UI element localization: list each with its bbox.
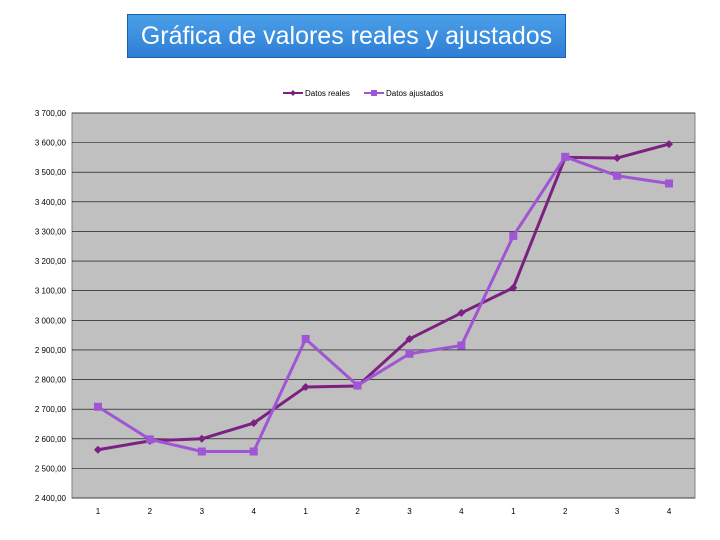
y-tick-label: 2 700,00	[35, 405, 67, 414]
chart-title-box: Gráfica de valores reales y ajustados	[127, 14, 566, 58]
legend-item: Datos ajustados	[364, 89, 443, 98]
x-tick-label: 2	[355, 507, 360, 516]
data-point	[613, 154, 622, 163]
y-tick-label: 2 600,00	[35, 435, 67, 444]
data-point	[197, 447, 206, 456]
data-point	[457, 308, 466, 317]
y-tick-label: 3 000,00	[35, 316, 67, 325]
data-point	[509, 283, 518, 292]
x-tick-label: 1	[96, 507, 101, 516]
legend: Datos reales Datos ajustados	[283, 89, 443, 98]
x-tick-label: 2	[148, 507, 153, 516]
x-axis-ticks: 1 2 3 4 1 2 3 4 1 2 3 4	[96, 507, 672, 516]
legend-label: Datos reales	[305, 89, 350, 98]
y-tick-label: 3 200,00	[35, 257, 67, 266]
x-tick-label: 4	[251, 507, 256, 516]
data-point	[249, 419, 258, 428]
x-tick-label: 3	[615, 507, 620, 516]
x-tick-label: 2	[563, 507, 568, 516]
data-point	[301, 334, 310, 343]
y-tick-label: 3 600,00	[35, 139, 67, 148]
data-point	[197, 434, 206, 443]
y-tick-label: 2 500,00	[35, 464, 67, 473]
data-point	[249, 447, 258, 456]
data-point	[93, 402, 102, 411]
y-tick-label: 3 700,00	[35, 109, 67, 118]
x-tick-label: 4	[459, 507, 464, 516]
legend-marker	[371, 90, 377, 96]
legend-marker	[290, 90, 296, 96]
series-line	[97, 142, 670, 452]
x-tick-label: 3	[200, 507, 205, 516]
data-point	[405, 349, 414, 358]
y-tick-label: 2 800,00	[35, 376, 67, 385]
data-point	[301, 382, 310, 391]
data-point	[665, 179, 674, 188]
legend-label: Datos ajustados	[386, 89, 443, 98]
legend-item: Datos reales	[283, 89, 350, 98]
y-tick-label: 3 400,00	[35, 198, 67, 207]
x-tick-label: 4	[667, 507, 672, 516]
chart-title: Gráfica de valores reales y ajustados	[140, 21, 553, 50]
y-tick-label: 2 400,00	[35, 494, 67, 503]
x-tick-label: 1	[511, 507, 516, 516]
y-axis-ticks: 2 400,00 2 500,00 2 600,00 2 700,00 2 800,00…	[35, 109, 67, 503]
data-point	[353, 381, 362, 390]
data-point	[145, 435, 154, 444]
data-point	[561, 152, 570, 161]
x-tick-label: 1	[303, 507, 308, 516]
series-group	[93, 140, 674, 456]
data-point	[509, 231, 518, 240]
data-point	[613, 171, 622, 180]
data-point	[457, 341, 466, 350]
y-tick-label: 3 100,00	[35, 287, 67, 296]
y-tick-label: 2 900,00	[35, 346, 67, 355]
data-point	[665, 140, 674, 149]
series-line	[97, 155, 670, 454]
series-2	[93, 152, 674, 456]
y-tick-label: 3 300,00	[35, 227, 67, 236]
data-point	[405, 334, 414, 343]
y-tick-label: 3 500,00	[35, 168, 67, 177]
data-point	[93, 445, 102, 454]
x-tick-label: 3	[407, 507, 412, 516]
